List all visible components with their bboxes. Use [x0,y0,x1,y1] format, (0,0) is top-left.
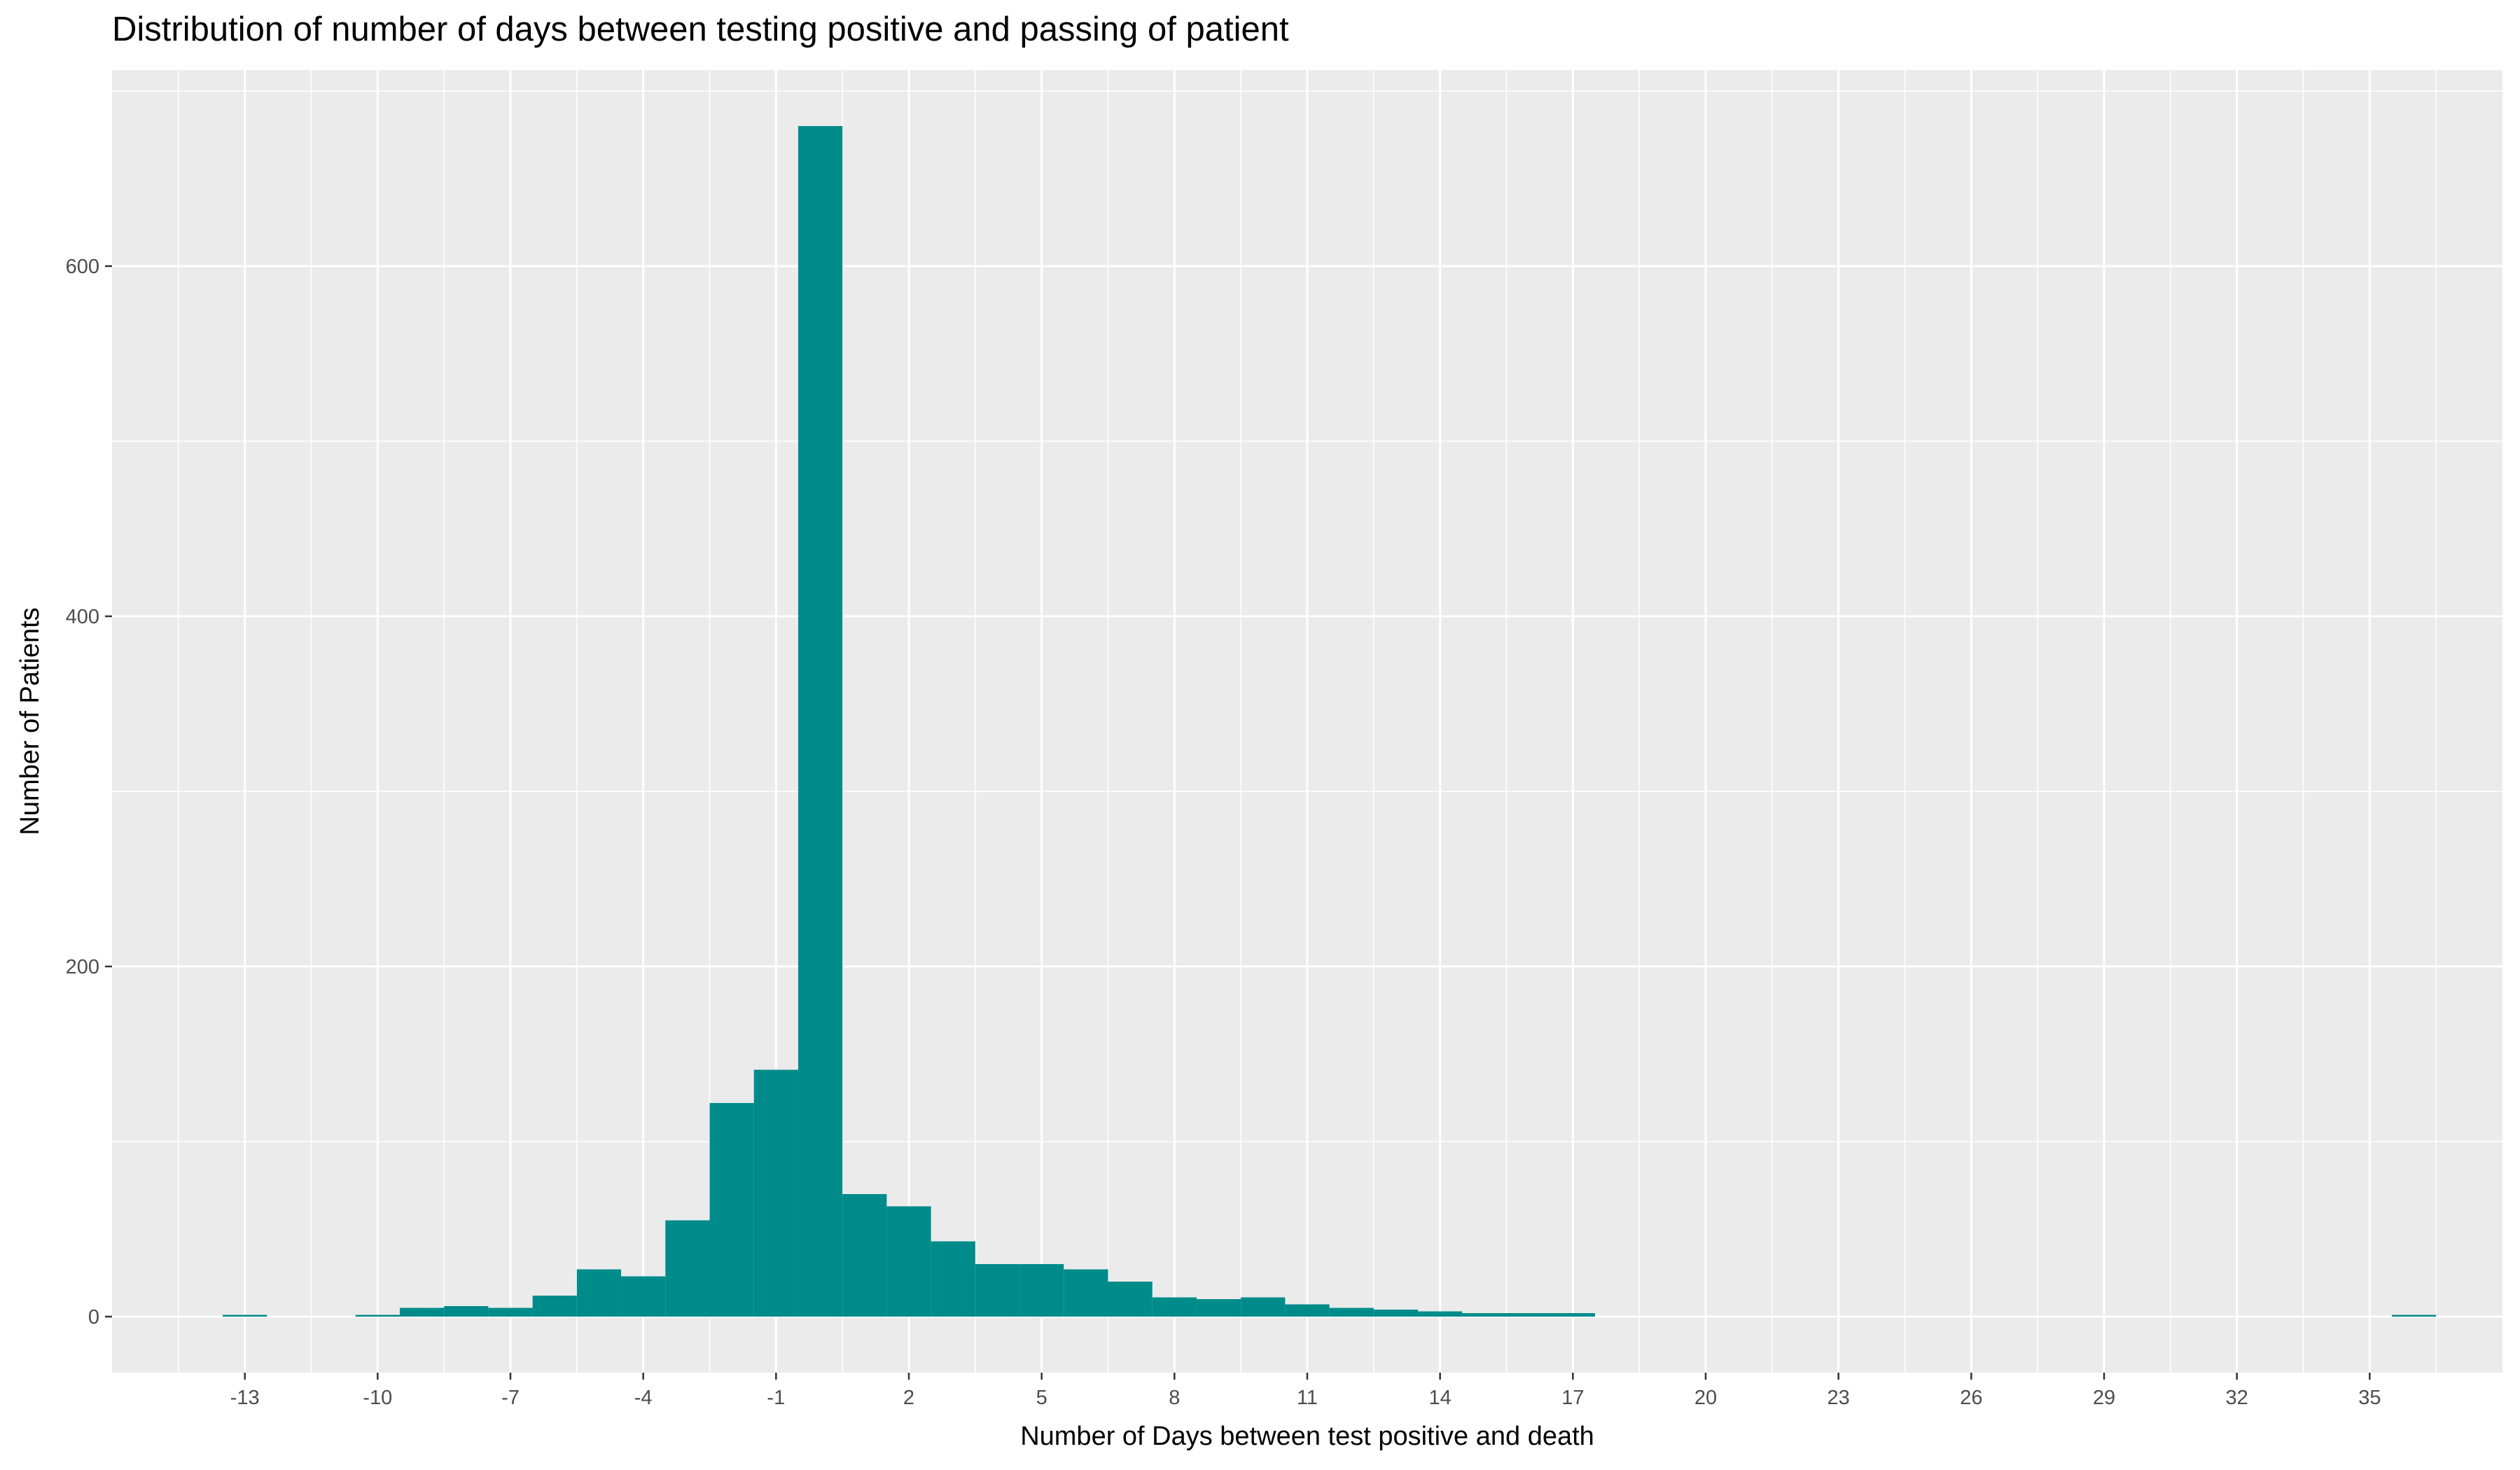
chart-title: Distribution of number of days between t… [112,11,1289,48]
x-tick-label: -1 [767,1387,785,1409]
histogram-bar [399,1308,445,1317]
histogram-bar [1152,1297,1197,1317]
histogram-bar [355,1315,400,1317]
histogram-bar [1329,1308,1374,1317]
bars [223,126,2437,1317]
y-tick-label: 400 [66,606,99,628]
histogram-bar [886,1206,931,1317]
histogram-bar [1418,1311,1463,1317]
histogram-bar [1373,1310,1419,1317]
x-axis-title: Number of Days between test positive and… [1020,1422,1594,1451]
histogram-bar [1064,1269,1108,1317]
histogram-bar [709,1103,754,1317]
y-tick-label: 200 [66,956,99,978]
x-tick-label: 5 [1036,1387,1047,1409]
histogram-bar [1241,1297,1286,1317]
x-tick-label: -13 [230,1387,260,1409]
histogram-bar [2391,1315,2437,1317]
y-axis: 0 200 400 600 [66,256,112,1329]
histogram-bar [842,1194,887,1317]
histogram-bar [931,1241,975,1317]
x-tick-label: 32 [2226,1387,2248,1409]
grid-major [112,70,2502,1373]
histogram-bar [753,1069,798,1317]
y-tick-label: 0 [88,1306,99,1329]
histogram-bar [1108,1282,1153,1317]
histogram-bar [532,1296,577,1317]
x-tick-label: 35 [2358,1387,2381,1409]
histogram-bar [665,1220,710,1317]
histogram-bar [1462,1313,1507,1317]
histogram-bar [798,126,843,1317]
x-axis: -13 -10 -7 -4 -1 2 5 8 11 14 17 20 23 26 29 32 35 [230,1373,2381,1409]
x-tick-label: 2 [903,1387,914,1409]
x-tick-label: 17 [1561,1387,1584,1409]
histogram-bar [1019,1264,1064,1317]
histogram-bar [975,1264,1020,1317]
x-tick-label: 20 [1694,1387,1717,1409]
x-tick-label: 23 [1828,1387,1850,1409]
histogram-bar [1285,1304,1330,1317]
histogram-bar [576,1269,622,1317]
x-tick-label: 14 [1429,1387,1452,1409]
histogram-bar [488,1308,533,1317]
x-tick-label: 8 [1169,1387,1180,1409]
histogram-bar [1506,1313,1551,1317]
y-axis-title: Number of Patients [15,607,45,835]
histogram-bar [444,1306,489,1317]
x-tick-label: -10 [363,1387,392,1409]
x-tick-label: 11 [1297,1387,1318,1409]
x-tick-label: 29 [2093,1387,2115,1409]
histogram-bar [1550,1313,1595,1317]
x-tick-label: -4 [634,1387,653,1409]
histogram-bar [223,1315,267,1317]
histogram-bar [1196,1299,1241,1317]
y-tick-label: 600 [66,256,99,278]
histogram-bar [621,1276,666,1317]
x-tick-label: 26 [1960,1387,1982,1409]
x-tick-label: -7 [501,1387,520,1409]
